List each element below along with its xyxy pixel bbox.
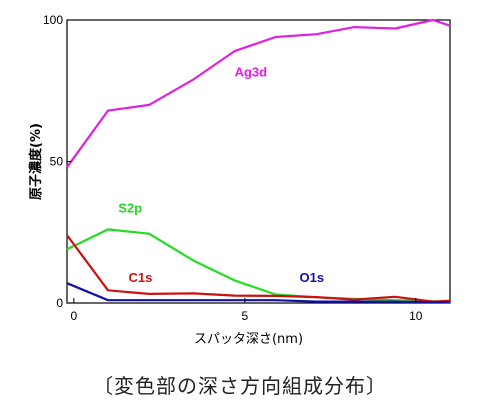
x-tick-label: 0 bbox=[70, 309, 77, 323]
series-label-c1s: C1s bbox=[129, 270, 153, 285]
series-line-s2p bbox=[66, 228, 451, 304]
series-label-o1s: O1s bbox=[300, 270, 325, 285]
plot-area-frame bbox=[66, 19, 451, 304]
y-axis-label: 原子濃度(%) bbox=[28, 123, 44, 200]
series-line-ag3d bbox=[66, 18, 451, 168]
series-label-ag3d: Ag3d bbox=[235, 65, 268, 80]
x-tick-label: 5 bbox=[241, 309, 248, 323]
series-line-o1s bbox=[66, 282, 450, 304]
x-axis-label: スパッタ深さ(nm) bbox=[194, 332, 303, 347]
y-tick-label: 50 bbox=[50, 155, 64, 169]
series-label-s2p: S2p bbox=[118, 200, 142, 215]
figure-caption: 〔変色部の深さ方向組成分布〕 bbox=[93, 374, 387, 398]
x-tick-label: 10 bbox=[409, 309, 423, 323]
y-tick-label: 100 bbox=[43, 13, 63, 27]
y-tick-label: 0 bbox=[56, 296, 63, 310]
series-line-c1s bbox=[66, 234, 451, 303]
